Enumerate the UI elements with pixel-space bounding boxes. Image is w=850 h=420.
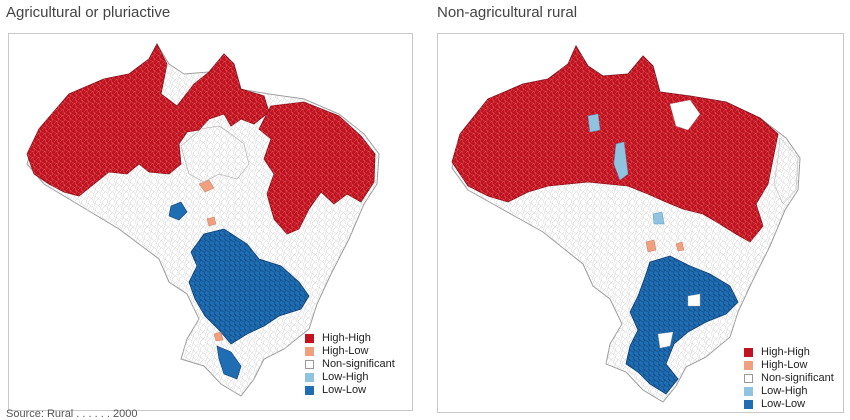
legend-item: High-Low — [744, 359, 834, 372]
map-frame-agricultural: High-High High-Low Non-significant Low-H… — [8, 33, 413, 411]
map-agricultural — [26, 42, 380, 397]
swatch-non-significant — [744, 374, 753, 383]
region-high-low-2 — [675, 241, 685, 252]
swatch-high-high — [744, 348, 753, 357]
legend-item: High-High — [744, 346, 834, 359]
legend-item: High-Low — [305, 345, 395, 358]
swatch-low-low — [305, 386, 314, 395]
panel-title-agricultural: Agricultural or pluriactive — [6, 4, 171, 21]
legend-label: High-High — [322, 332, 371, 344]
legend-item: Non-significant — [305, 358, 395, 371]
legend-item: Low-High — [744, 385, 834, 398]
region-high-low-1 — [645, 239, 657, 253]
region-low-high-1 — [587, 113, 601, 133]
legend-label: High-Low — [761, 359, 808, 371]
panel-title-non-agricultural: Non-agricultural rural — [437, 4, 578, 21]
map-frame-non-agricultural: High-High High-Low Non-significant Low-H… — [437, 33, 844, 413]
swatch-low-low — [744, 400, 753, 409]
region-non-significant-north — [669, 99, 701, 131]
region-low-low-south — [216, 345, 242, 380]
swatch-high-low — [744, 361, 753, 370]
legend-item: High-High — [305, 332, 395, 345]
region-low-high-2 — [613, 141, 629, 181]
legend-label: Non-significant — [322, 358, 395, 370]
legend-label: Low-Low — [322, 384, 367, 396]
legend-item: Low-Low — [744, 398, 834, 411]
legend-label: High-Low — [322, 345, 369, 357]
legend-agricultural: High-High High-Low Non-significant Low-H… — [305, 332, 395, 397]
swatch-non-significant — [305, 360, 314, 369]
swatch-high-high — [305, 334, 314, 343]
legend-item: Low-Low — [305, 384, 395, 397]
region-high-low-3 — [213, 331, 224, 342]
legend-label: Low-Low — [761, 398, 806, 410]
legend-label: Low-High — [761, 385, 808, 397]
region-low-low-west — [168, 201, 188, 221]
map-non-agricultural — [451, 44, 801, 403]
source-note: Source: Rural . . . . . . 2000 — [6, 408, 138, 420]
swatch-low-high — [305, 373, 314, 382]
region-high-low-2 — [206, 216, 217, 227]
region-low-high-3 — [652, 211, 665, 225]
legend-label: Non-significant — [761, 372, 834, 384]
swatch-high-low — [305, 347, 314, 356]
legend-label: Low-High — [322, 371, 369, 383]
legend-item: Non-significant — [744, 372, 834, 385]
swatch-low-high — [744, 387, 753, 396]
legend-item: Low-High — [305, 371, 395, 384]
legend-non-agricultural: High-High High-Low Non-significant Low-H… — [744, 346, 834, 411]
legend-label: High-High — [761, 346, 810, 358]
